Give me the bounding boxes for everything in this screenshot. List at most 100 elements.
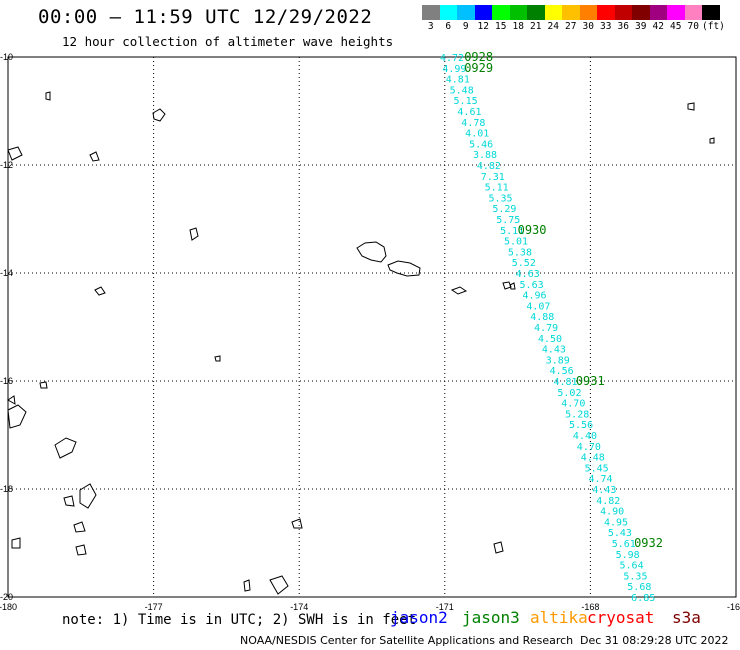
island-fiji-5 (79, 483, 97, 509)
color-swatch (474, 5, 492, 20)
wave-height-value: 5.01 (504, 237, 528, 248)
wave-height-value: 4.99 (442, 64, 466, 75)
wave-height-value: 5.61 (612, 539, 636, 550)
wave-height-value: 7.31 (481, 172, 505, 183)
island-savaii (387, 260, 421, 277)
island-10 (509, 282, 516, 290)
island-niue (493, 541, 504, 554)
wave-height-value: 4.79 (534, 323, 558, 334)
color-swatch (614, 5, 632, 20)
wave-height-value: 5.75 (496, 215, 520, 226)
wave-height-value: 4.43 (592, 485, 616, 496)
wave-height-value: 5.64 (620, 561, 644, 572)
island-5 (89, 151, 100, 162)
wave-height-value: 5.35 (623, 571, 647, 582)
island-fiji-3 (7, 395, 16, 405)
color-swatch (527, 5, 545, 20)
color-swatch (492, 5, 510, 20)
wave-height-value: 5.98 (616, 550, 640, 561)
color-swatch (544, 5, 562, 20)
color-scale-label: 70 (687, 21, 699, 32)
lat-tick-label: -12 (0, 160, 13, 170)
color-scale-label: 39 (635, 21, 647, 32)
wave-height-value: 4.74 (588, 474, 612, 485)
color-swatch (562, 5, 580, 20)
axis-tick-labels: -180 -177 -174 -171 -168 -165 -10 -12 -14 -16 -18 -… (0, 52, 740, 612)
wave-height-value: 5.29 (492, 204, 516, 215)
lon-tick-label: -177 (145, 602, 163, 612)
lon-tick-label: -180 (0, 602, 17, 612)
wave-height-value: 4.81 (554, 377, 578, 388)
land-outlines (7, 91, 715, 595)
island-fiji-9 (75, 544, 87, 556)
lon-tick-label: -165 (727, 602, 740, 612)
wave-height-value: 4.01 (465, 129, 489, 140)
color-scale-label: (ft) (702, 21, 725, 32)
color-scale-label: 30 (582, 21, 594, 32)
time-label: 0928 (464, 50, 493, 64)
wave-height-value: 3.89 (546, 355, 570, 366)
island-fiji-8 (73, 521, 86, 533)
wave-height-value: 5.11 (500, 226, 524, 237)
wave-height-value: 4.81 (446, 75, 470, 86)
color-scale-label: 33 (600, 21, 612, 32)
color-swatch (509, 5, 527, 20)
color-scale-label: 42 (652, 21, 664, 32)
color-scale-label: 18 (512, 21, 524, 32)
island-fiji-4 (39, 381, 48, 389)
wave-height-value: 4.50 (538, 334, 562, 345)
wave-height-value: 4.48 (581, 453, 605, 464)
lat-tick-label: -14 (0, 268, 13, 278)
satellite-legend-item: cryosat (587, 608, 655, 627)
time-label: 0931 (576, 374, 605, 388)
footer-note: note: 1) Time is in UTC; 2) SWH is in fe… (62, 612, 417, 628)
wave-height-value: 4.61 (457, 107, 481, 118)
wave-height-value: 4.70 (577, 442, 601, 453)
wave-height-value: 5.02 (557, 388, 581, 399)
lon-tick-label: -174 (290, 602, 308, 612)
map-grid (7, 56, 737, 598)
time-label: 0932 (634, 536, 663, 550)
island-fiji-1 (7, 404, 27, 429)
page-subtitle: 12 hour collection of altimeter wave hei… (62, 34, 394, 49)
wave-height-value: 5.11 (485, 183, 509, 194)
wave-height-value: 4.82 (477, 161, 501, 172)
color-scale-bar (422, 5, 720, 20)
island-6 (7, 146, 23, 161)
island-fiji-7 (11, 537, 21, 549)
wave-height-value: 5.15 (454, 96, 478, 107)
color-swatch (649, 5, 667, 20)
wave-height-value: 5.38 (508, 247, 532, 258)
wave-height-value: 5.28 (565, 409, 589, 420)
timestamp-text: Dec 31 08:29:28 UTC 2022 (580, 634, 729, 647)
satellite-legend-item: jason2 (390, 608, 448, 627)
island-tonga-1 (269, 575, 289, 595)
color-swatch (632, 5, 650, 20)
color-scale-label: 3 (427, 21, 434, 32)
wave-height-value: 5.56 (569, 420, 593, 431)
color-swatch (684, 5, 702, 20)
wave-height-value: 4.40 (573, 431, 597, 442)
wave-height-value: 4.56 (550, 366, 574, 377)
island-fiji-2 (54, 437, 77, 459)
wave-height-value: 4.70 (561, 399, 585, 410)
island-7 (45, 91, 51, 101)
time-label: 0929 (464, 61, 493, 75)
map-frame (7, 56, 737, 598)
color-scale-label: 24 (547, 21, 559, 32)
color-swatch (457, 5, 475, 20)
lon-tick-label: -171 (436, 602, 454, 612)
wave-height-value: 6.85 (631, 593, 655, 604)
wave-height-value: 4.72 (440, 53, 464, 64)
island-upolu (356, 241, 387, 263)
wave-height-value: 3.88 (473, 150, 497, 161)
island-3 (94, 286, 106, 296)
color-scale-label: 45 (670, 21, 682, 32)
wave-height-value: 5.48 (450, 85, 474, 96)
lat-tick-label: -10 (0, 52, 13, 62)
island-tonga-3 (243, 579, 251, 592)
island-tonga-2 (291, 518, 303, 529)
lat-tick-label: -20 (0, 592, 13, 602)
